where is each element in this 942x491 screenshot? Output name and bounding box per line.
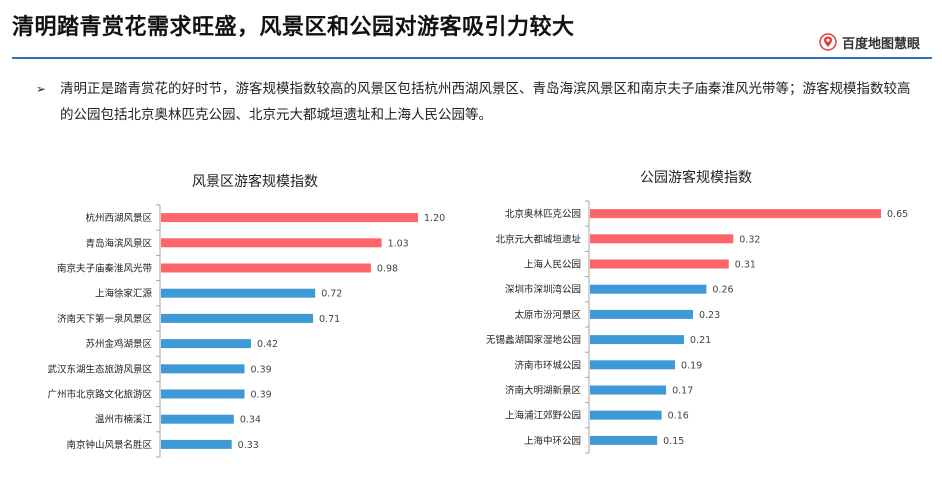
bar: [161, 213, 418, 223]
bar: [161, 339, 251, 349]
category-label: 济南大明湖新景区: [505, 385, 582, 397]
category-label: 北京奥林匹克公园: [505, 208, 581, 220]
category-label: 无锡蠡湖国家湿地公园: [486, 334, 581, 346]
value-label: 0.71: [319, 314, 340, 325]
bar: [590, 410, 662, 420]
value-label: 0.65: [887, 209, 908, 220]
header-divider: [12, 57, 932, 59]
category-label: 北京元大都城垣遗址: [495, 233, 581, 245]
bar: [590, 234, 734, 244]
bar: [590, 259, 729, 269]
bar: [161, 414, 234, 424]
bar: [161, 439, 232, 449]
value-label: 0.72: [321, 289, 342, 300]
summary-text: 清明正是踏青赏花的好时节，游客规模指数较高的风景区包括杭州西湖风景区、青岛海滨风…: [60, 81, 911, 123]
value-label: 0.19: [681, 360, 702, 371]
bar: [161, 263, 371, 273]
category-label: 上海浦江郊野公园: [505, 410, 581, 422]
bar: [161, 389, 245, 399]
value-label: 0.17: [672, 386, 693, 397]
value-label: 1.03: [388, 238, 409, 249]
category-label: 上海人民公园: [524, 259, 581, 271]
category-label: 深圳市深圳湾公园: [505, 284, 581, 296]
value-label: 1.20: [424, 213, 445, 224]
category-label: 南京夫子庙秦淮风光带: [57, 263, 153, 275]
value-label: 0.26: [712, 285, 733, 296]
category-label: 上海徐家汇源: [95, 288, 153, 300]
brand-logo: 百度地图慧眼: [819, 32, 920, 52]
value-label: 0.39: [251, 390, 272, 401]
bar: [161, 238, 382, 248]
bar: [590, 209, 881, 219]
bar: [590, 284, 707, 294]
brand-name: 百度地图慧眼: [841, 36, 920, 52]
summary-bullet: ➢ 清明正是踏青赏花的好时节，游客规模指数较高的风景区包括杭州西湖风景区、青岛海…: [36, 76, 920, 128]
bullet-arrow-icon: ➢: [36, 82, 47, 96]
value-label: 0.34: [240, 415, 261, 426]
value-label: 0.32: [739, 234, 760, 245]
category-label: 济南天下第一泉风景区: [57, 313, 153, 325]
value-label: 0.16: [668, 411, 689, 422]
page-title: 清明踏青赏花需求旺盛，风景区和公园对游客吸引力较大: [12, 15, 575, 40]
bar: [590, 360, 676, 370]
value-label: 0.23: [699, 310, 720, 321]
bar: [590, 385, 667, 395]
value-label: 0.42: [257, 339, 278, 350]
bar: [161, 313, 314, 323]
category-label: 苏州金鸡湖景区: [85, 338, 152, 350]
category-label: 武汉东湖生态旅游风景区: [47, 363, 152, 375]
value-label: 0.15: [663, 436, 684, 447]
bar: [590, 435, 658, 445]
value-label: 0.31: [735, 260, 756, 271]
category-label: 温州市楠溪江: [95, 414, 153, 426]
value-label: 0.39: [251, 364, 272, 375]
category-label: 青岛海滨风景区: [85, 237, 152, 249]
category-label: 广州市北京路文化旅游区: [47, 389, 152, 401]
category-label: 南京钟山风景名胜区: [66, 439, 152, 451]
category-label: 济南市环城公园: [514, 359, 581, 371]
chart-title: 风景区游客规模指数: [192, 173, 318, 190]
bar: [590, 309, 693, 319]
value-label: 0.98: [377, 264, 398, 275]
category-label: 上海中环公园: [524, 435, 581, 447]
category-label: 杭州西湖风景区: [85, 212, 152, 224]
chart-title: 公园游客规模指数: [640, 169, 752, 186]
value-label: 0.21: [690, 335, 711, 346]
bar: [590, 335, 685, 345]
value-label: 0.33: [238, 440, 259, 451]
category-label: 太原市汾河景区: [514, 309, 581, 321]
bar: [161, 364, 245, 374]
map-pin-icon: [819, 33, 837, 51]
bar: [161, 288, 316, 298]
